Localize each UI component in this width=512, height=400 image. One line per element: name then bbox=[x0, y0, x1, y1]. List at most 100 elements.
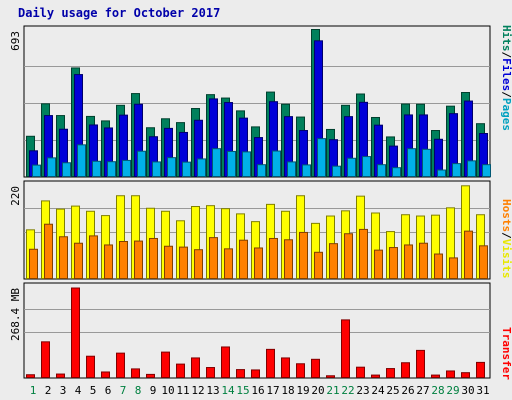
bar-hosts-day-22 bbox=[344, 233, 353, 280]
x-tick-label-day-23: 23 bbox=[356, 384, 369, 397]
bar-pages-day-28 bbox=[437, 169, 446, 178]
bar-pages-day-18 bbox=[287, 161, 296, 177]
bar-hosts-day-26 bbox=[404, 244, 413, 279]
bar-transfer-day-25 bbox=[386, 368, 395, 378]
bar-pages-day-1 bbox=[32, 164, 41, 178]
x-tick-label-day-26: 26 bbox=[401, 384, 414, 397]
bar-transfer-day-13 bbox=[206, 367, 215, 379]
bar-hosts-day-1 bbox=[29, 248, 38, 279]
bar-pages-day-20 bbox=[317, 138, 326, 178]
x-tick-label-day-6: 6 bbox=[105, 384, 112, 397]
bar-hosts-day-29 bbox=[449, 257, 458, 279]
bar-pages-day-24 bbox=[377, 164, 386, 177]
bar-transfer-day-9 bbox=[146, 373, 155, 379]
bar-hosts-day-27 bbox=[419, 242, 428, 280]
bar-hosts-day-23 bbox=[359, 228, 368, 279]
bar-pages-day-25 bbox=[392, 167, 401, 177]
x-tick-label-day-7: 7 bbox=[120, 384, 127, 397]
x-tick-label-day-27: 27 bbox=[416, 384, 429, 397]
bar-pages-day-23 bbox=[362, 156, 371, 178]
bar-transfer-day-11 bbox=[176, 363, 185, 378]
bar-transfer-day-8 bbox=[131, 368, 140, 378]
bar-transfer-day-6 bbox=[101, 371, 110, 379]
x-tick-label-day-17: 17 bbox=[266, 384, 279, 397]
x-tick-label-day-3: 3 bbox=[60, 384, 67, 397]
bar-pages-day-22 bbox=[347, 157, 356, 177]
bar-pages-day-13 bbox=[212, 148, 221, 178]
x-tick-label-day-28: 28 bbox=[431, 384, 444, 397]
bar-transfer-day-3 bbox=[56, 373, 65, 379]
bar-hosts-day-15 bbox=[239, 239, 248, 279]
bar-transfer-day-23 bbox=[356, 366, 365, 379]
bar-transfer-day-20 bbox=[311, 358, 320, 379]
bar-transfer-day-28 bbox=[431, 374, 440, 378]
bar-transfer-day-1 bbox=[26, 374, 35, 379]
bar-transfer-day-22 bbox=[341, 319, 350, 378]
bar-transfer-day-31 bbox=[476, 361, 485, 378]
bar-pages-day-10 bbox=[167, 157, 176, 178]
bar-transfer-day-29 bbox=[446, 370, 455, 378]
bar-transfer-day-17 bbox=[266, 348, 275, 378]
bar-hosts-day-12 bbox=[194, 249, 203, 279]
bar-transfer-day-7 bbox=[116, 352, 125, 379]
bar-hosts-day-11 bbox=[179, 246, 188, 279]
x-tick-label-day-30: 30 bbox=[461, 384, 474, 397]
bar-pages-day-3 bbox=[62, 162, 71, 177]
x-tick-label-day-19: 19 bbox=[296, 384, 309, 397]
x-tick-label-day-12: 12 bbox=[191, 384, 204, 397]
y-max-label: 268.4 MB bbox=[9, 288, 22, 341]
x-tick-label-day-2: 2 bbox=[45, 384, 52, 397]
bar-hosts-day-31 bbox=[479, 245, 488, 279]
bar-hosts-day-20 bbox=[314, 251, 323, 280]
x-tick-label-day-22: 22 bbox=[341, 384, 354, 397]
x-tick-label-day-4: 4 bbox=[75, 384, 82, 397]
bar-hosts-day-18 bbox=[284, 239, 293, 279]
bar-hosts-day-10 bbox=[164, 245, 173, 279]
y-max-label: 693 bbox=[9, 31, 22, 51]
x-tick-label-day-31: 31 bbox=[476, 384, 489, 397]
bar-transfer-day-14 bbox=[221, 346, 230, 378]
bar-pages-day-30 bbox=[467, 160, 476, 178]
bar-hosts-day-24 bbox=[374, 249, 383, 280]
bar-transfer-day-24 bbox=[371, 374, 380, 378]
bar-pages-day-9 bbox=[152, 161, 161, 177]
bar-pages-day-17 bbox=[272, 150, 281, 177]
x-tick-label-day-15: 15 bbox=[236, 384, 249, 397]
bar-pages-day-4 bbox=[77, 144, 86, 178]
y-max-label: 220 bbox=[9, 186, 22, 206]
side-label-hits-files-pages: Hits/Files/Pages bbox=[500, 25, 512, 131]
bar-hosts-day-7 bbox=[119, 241, 128, 279]
side-label-transfer: Transfer bbox=[500, 327, 512, 380]
bar-hosts-day-6 bbox=[104, 244, 113, 279]
bar-pages-day-21 bbox=[332, 165, 341, 177]
panel-frame bbox=[23, 282, 491, 379]
bar-hosts-day-17 bbox=[269, 237, 278, 280]
bar-pages-day-19 bbox=[302, 164, 311, 177]
bar-transfer-day-5 bbox=[86, 355, 95, 378]
x-tick-label-day-13: 13 bbox=[206, 384, 219, 397]
x-tick-label-day-24: 24 bbox=[371, 384, 385, 397]
bar-hosts-day-2 bbox=[44, 223, 53, 280]
bar-transfer-day-27 bbox=[416, 349, 425, 379]
bar-pages-day-11 bbox=[182, 161, 191, 178]
bar-hosts-day-25 bbox=[389, 247, 398, 280]
x-tick-label-day-1: 1 bbox=[30, 384, 37, 397]
bar-transfer-day-21 bbox=[326, 375, 335, 378]
bar-transfer-day-15 bbox=[236, 369, 245, 378]
bar-hosts-day-16 bbox=[254, 247, 263, 280]
x-tick-label-day-10: 10 bbox=[161, 384, 174, 397]
bar-hosts-day-14 bbox=[224, 248, 233, 280]
bar-transfer-day-16 bbox=[251, 369, 260, 378]
bar-pages-day-5 bbox=[92, 160, 101, 177]
bar-pages-day-2 bbox=[47, 157, 56, 178]
bar-transfer-day-10 bbox=[161, 351, 170, 379]
x-tick-label-day-11: 11 bbox=[176, 384, 189, 397]
x-tick-label-day-21: 21 bbox=[326, 384, 339, 397]
bar-transfer-day-12 bbox=[191, 357, 200, 379]
bar-transfer-day-19 bbox=[296, 363, 305, 378]
x-tick-label-day-14: 14 bbox=[221, 384, 235, 397]
bar-hosts-day-9 bbox=[149, 237, 158, 280]
bar-hosts-day-28 bbox=[434, 253, 443, 279]
bar-hosts-day-13 bbox=[209, 237, 218, 279]
